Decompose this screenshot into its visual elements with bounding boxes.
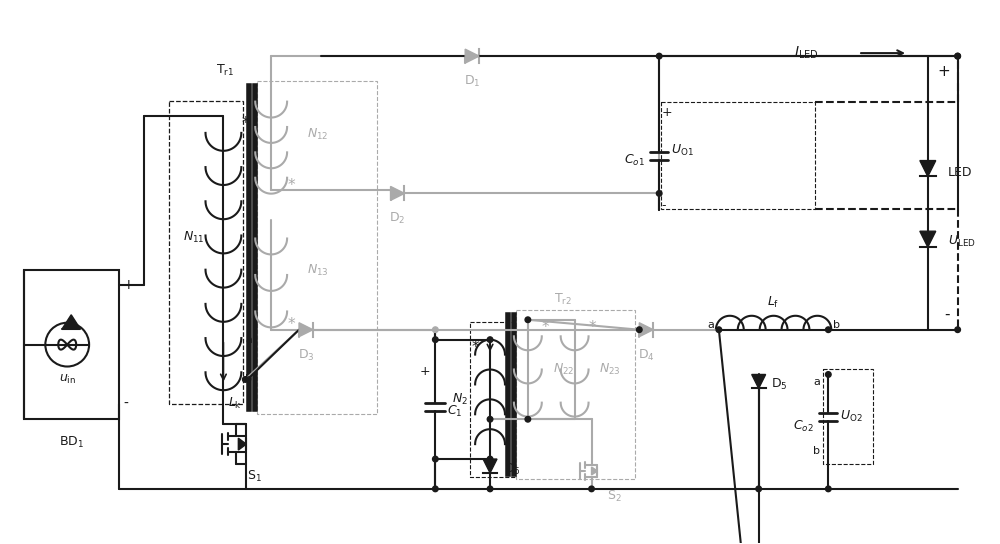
Circle shape	[433, 327, 438, 332]
Circle shape	[487, 486, 493, 492]
Text: b: b	[813, 446, 820, 456]
Text: *: *	[542, 320, 549, 335]
Polygon shape	[62, 315, 80, 329]
Text: -: -	[123, 397, 128, 411]
Circle shape	[716, 327, 722, 332]
Text: $C_{o2}$: $C_{o2}$	[793, 419, 814, 434]
Text: b: b	[245, 374, 252, 385]
Text: $C_1$: $C_1$	[447, 404, 463, 419]
Bar	[661, 102, 815, 209]
Polygon shape	[920, 231, 936, 247]
Text: -: -	[661, 199, 666, 212]
Text: a: a	[245, 335, 252, 345]
Polygon shape	[592, 467, 597, 475]
Text: $N_{22}$: $N_{22}$	[553, 362, 574, 377]
Circle shape	[525, 417, 531, 422]
Text: $U_{\rm O1}$: $U_{\rm O1}$	[671, 143, 694, 158]
Text: $C_{o1}$: $C_{o1}$	[624, 153, 645, 168]
Circle shape	[636, 327, 642, 332]
Circle shape	[487, 337, 493, 342]
Text: *: *	[471, 340, 479, 355]
Text: +: +	[123, 278, 135, 292]
Circle shape	[487, 456, 493, 462]
Text: *: *	[287, 317, 295, 332]
Polygon shape	[391, 187, 404, 200]
Text: *: *	[589, 320, 596, 335]
Polygon shape	[752, 374, 766, 388]
Polygon shape	[465, 49, 479, 63]
Text: $\rm S_1$: $\rm S_1$	[247, 469, 262, 484]
Text: $I_{\rm LED}$: $I_{\rm LED}$	[794, 45, 818, 61]
Text: LED: LED	[948, 166, 972, 179]
Circle shape	[756, 486, 761, 492]
Circle shape	[826, 327, 831, 332]
Text: +: +	[661, 106, 672, 119]
Bar	[516, 310, 635, 479]
Circle shape	[955, 53, 960, 59]
Text: $U_{\rm O2}$: $U_{\rm O2}$	[840, 409, 863, 424]
Bar	[24, 270, 119, 419]
Text: $N_{12}$: $N_{12}$	[307, 127, 329, 142]
Text: $\rm T_{r1}$: $\rm T_{r1}$	[216, 63, 234, 78]
Text: $\rm T_{r2}$: $\rm T_{r2}$	[554, 292, 572, 307]
Text: $L_{\rm k}$: $L_{\rm k}$	[228, 396, 242, 411]
Text: *: *	[241, 116, 249, 131]
Text: a: a	[813, 378, 820, 387]
Text: -: -	[944, 307, 950, 322]
Bar	[823, 369, 873, 464]
Circle shape	[525, 317, 531, 323]
Circle shape	[589, 486, 594, 492]
Circle shape	[955, 53, 960, 59]
Bar	[169, 101, 243, 404]
Text: $N_{23}$: $N_{23}$	[599, 362, 621, 377]
Text: $\rm D_4$: $\rm D_4$	[638, 348, 655, 363]
Text: $\rm D_2$: $\rm D_2$	[389, 211, 406, 226]
Text: $\rm D_1$: $\rm D_1$	[464, 74, 480, 89]
Polygon shape	[920, 160, 936, 176]
Text: $\rm BD_1$: $\rm BD_1$	[59, 435, 84, 450]
Circle shape	[243, 376, 248, 382]
Circle shape	[656, 53, 662, 59]
Text: $N_{11}$: $N_{11}$	[183, 230, 204, 245]
Circle shape	[487, 417, 493, 422]
Text: $\rm D_3$: $\rm D_3$	[298, 348, 314, 363]
Polygon shape	[299, 323, 313, 337]
Text: $\rm S_2$: $\rm S_2$	[607, 489, 622, 504]
Text: b: b	[833, 320, 840, 330]
Text: +: +	[937, 64, 950, 78]
Circle shape	[433, 337, 438, 342]
Text: *: *	[287, 178, 295, 193]
Circle shape	[955, 327, 960, 332]
Text: $\rm D_6$: $\rm D_6$	[504, 461, 521, 477]
Bar	[257, 81, 377, 415]
Text: +: +	[420, 365, 430, 378]
Text: $U_{\rm LED}$: $U_{\rm LED}$	[948, 233, 976, 249]
Text: $N_2$: $N_2$	[452, 392, 468, 407]
Circle shape	[656, 190, 662, 196]
Text: $\rm D_5$: $\rm D_5$	[771, 377, 787, 392]
Circle shape	[826, 486, 831, 492]
Text: a: a	[707, 320, 714, 330]
Circle shape	[433, 486, 438, 492]
Text: $N_{13}$: $N_{13}$	[307, 262, 329, 277]
Polygon shape	[483, 459, 497, 473]
Polygon shape	[238, 438, 246, 450]
Text: $u_{\rm in}$: $u_{\rm in}$	[59, 373, 76, 386]
Text: $L_{\rm f}$: $L_{\rm f}$	[767, 295, 780, 310]
Bar	[470, 322, 515, 477]
Circle shape	[826, 372, 831, 377]
Circle shape	[433, 456, 438, 462]
Polygon shape	[639, 323, 653, 337]
